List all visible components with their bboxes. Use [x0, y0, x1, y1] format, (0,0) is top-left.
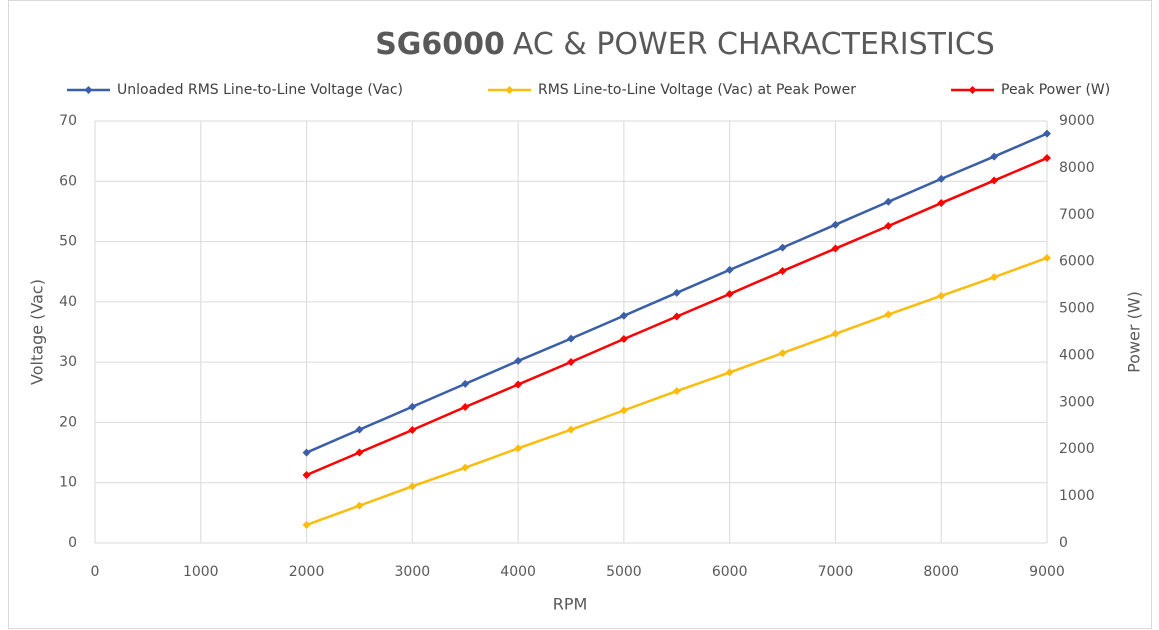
point: [567, 334, 575, 343]
point: [408, 425, 417, 434]
y-tick-label: 20: [59, 414, 77, 430]
point: [567, 425, 575, 434]
point: [355, 448, 364, 457]
point: [1043, 129, 1051, 138]
y-tick-label: 40: [59, 294, 77, 310]
point: [619, 311, 628, 320]
point: [672, 312, 681, 321]
point: [355, 501, 364, 510]
chart-frame: [8, 0, 1152, 629]
legend-marker: [505, 86, 514, 94]
chart-title: SG6000 AC & POWER CHARACTERISTICS: [375, 27, 995, 62]
y-tick-label: 60: [59, 173, 77, 189]
y2-tick-label: 8000: [1059, 160, 1095, 176]
x-tick-label: 8000: [923, 564, 959, 580]
x-axis-label: RPM: [553, 595, 588, 614]
point: [778, 243, 787, 252]
y-tick-label: 10: [59, 475, 77, 491]
y-tick-label: 70: [59, 113, 77, 129]
point: [567, 358, 575, 367]
legend-label: Unloaded RMS Line-to-Line Voltage (Vac): [117, 82, 403, 98]
title-model: SG6000: [375, 27, 505, 62]
x-tick-label: 2000: [289, 564, 325, 580]
point: [461, 463, 470, 472]
point: [937, 174, 946, 183]
y2-tick-label: 7000: [1059, 207, 1095, 223]
y2-tick-label: 3000: [1059, 394, 1095, 410]
point: [619, 335, 628, 344]
point: [884, 222, 893, 231]
point: [725, 290, 734, 299]
x-tick-label: 3000: [395, 564, 431, 580]
legend-label: Peak Power (W): [1001, 82, 1110, 98]
y2-tick-label: 0: [1059, 535, 1068, 551]
x-tick-label: 0: [91, 564, 100, 580]
point: [408, 402, 417, 411]
point: [778, 349, 787, 358]
point: [937, 199, 946, 208]
y2-tick-label: 5000: [1059, 301, 1095, 317]
point: [302, 448, 311, 457]
point: [831, 220, 840, 229]
x-tick-label: 7000: [818, 564, 854, 580]
x-tick-label: 9000: [1029, 564, 1065, 580]
point: [408, 482, 417, 491]
point: [990, 152, 999, 161]
point: [831, 244, 840, 253]
legend-marker: [84, 86, 93, 94]
y-axis-label: Voltage (Vac): [28, 279, 47, 385]
point: [514, 356, 523, 365]
point: [937, 291, 946, 300]
y2-tick-label: 1000: [1059, 488, 1095, 504]
x-tick-label: 6000: [712, 564, 748, 580]
point: [461, 379, 470, 388]
point: [778, 267, 787, 276]
legend-marker: [968, 86, 977, 94]
point: [355, 425, 364, 434]
y2-tick-label: 2000: [1059, 441, 1095, 457]
y-tick-label: 50: [59, 234, 77, 250]
point: [990, 176, 999, 185]
point: [461, 403, 470, 412]
point: [1043, 154, 1051, 163]
x-tick-label: 1000: [183, 564, 219, 580]
point: [514, 444, 523, 453]
point: [725, 368, 734, 377]
y-tick-label: 0: [68, 535, 77, 551]
point: [1043, 253, 1051, 262]
point: [725, 265, 734, 274]
y2-tick-label: 9000: [1059, 113, 1095, 129]
point: [672, 387, 681, 396]
point: [990, 273, 999, 282]
y2-axis-label: Power (W): [1125, 291, 1144, 373]
title-text: AC & POWER CHARACTERISTICS: [513, 27, 995, 62]
point: [302, 471, 311, 480]
point: [831, 329, 840, 338]
legend-label: RMS Line-to-Line Voltage (Vac) at Peak P…: [538, 82, 856, 98]
point: [672, 288, 681, 297]
x-tick-label: 5000: [606, 564, 642, 580]
point: [884, 310, 893, 319]
y2-tick-label: 4000: [1059, 347, 1095, 363]
x-tick-label: 4000: [500, 564, 536, 580]
y2-tick-label: 6000: [1059, 254, 1095, 270]
point: [884, 197, 893, 206]
y-tick-label: 30: [59, 354, 77, 370]
point: [514, 380, 523, 389]
point: [302, 520, 311, 529]
point: [619, 406, 628, 415]
